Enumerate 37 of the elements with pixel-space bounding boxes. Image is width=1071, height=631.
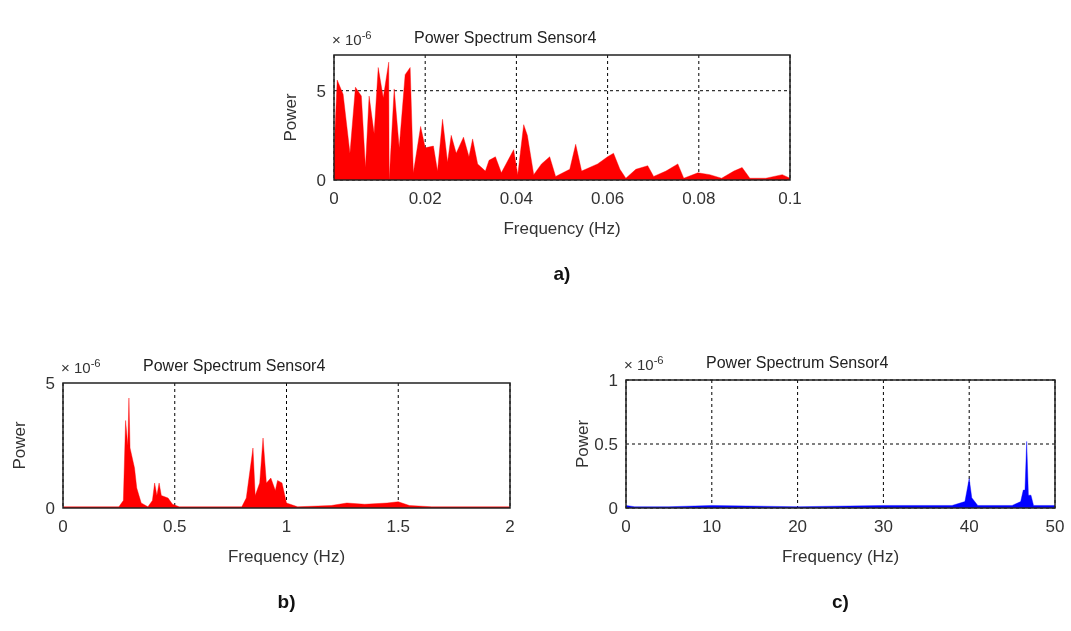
x-tick-label: 40	[959, 517, 979, 536]
x-tick-label: 2	[505, 517, 515, 536]
x-tick-label: 1.5	[386, 517, 411, 536]
y-tick-label: 5	[316, 81, 326, 101]
x-tick-label: 50	[1045, 517, 1065, 536]
x-tick-label: 30	[873, 517, 893, 536]
text: × 10$^{-6}$	[624, 354, 664, 373]
x-tick-label: 0.06	[591, 189, 625, 208]
y-tick-label: 0	[608, 499, 618, 518]
x-axis-title: Frequency (Hz)	[503, 219, 621, 238]
chart-title: Power Spectrum Sensor4	[706, 354, 889, 371]
y-tick-label: 0.5	[594, 435, 618, 454]
text: × 10$^{-6}$	[61, 357, 101, 376]
y-axis-title: Power	[573, 419, 592, 469]
y-axis-title: Power	[10, 421, 29, 470]
x-tick-label: 0.5	[162, 517, 187, 536]
y-tick-label: 5	[45, 374, 55, 393]
x-tick-label: 10	[702, 517, 722, 536]
x-tick-label: 1	[281, 517, 292, 536]
text: a)	[553, 263, 571, 284]
x-tick-label: 0	[621, 517, 631, 536]
x-tick-label: 20	[788, 517, 808, 536]
text: × 10$^{-6}$	[332, 29, 372, 48]
chart-title: Power Spectrum Sensor4	[414, 29, 597, 46]
x-axis-title: Frequency (Hz)	[227, 547, 346, 566]
x-tick-label: 0.02	[408, 189, 442, 208]
x-tick-label: 0.1	[778, 189, 802, 208]
y-axis-title: Power	[281, 93, 300, 142]
x-tick-label: 0.08	[682, 189, 716, 208]
chart-title: Power Spectrum Sensor4	[143, 357, 326, 374]
x-tick-label: 0.04	[499, 189, 533, 208]
text: b)	[277, 591, 296, 612]
y-tick-label: 1	[608, 371, 618, 390]
text: c)	[832, 591, 849, 612]
x-tick-label: 0	[58, 517, 68, 536]
x-axis-title: Frequency (Hz)	[781, 547, 900, 566]
x-tick-label: 0	[329, 189, 339, 208]
